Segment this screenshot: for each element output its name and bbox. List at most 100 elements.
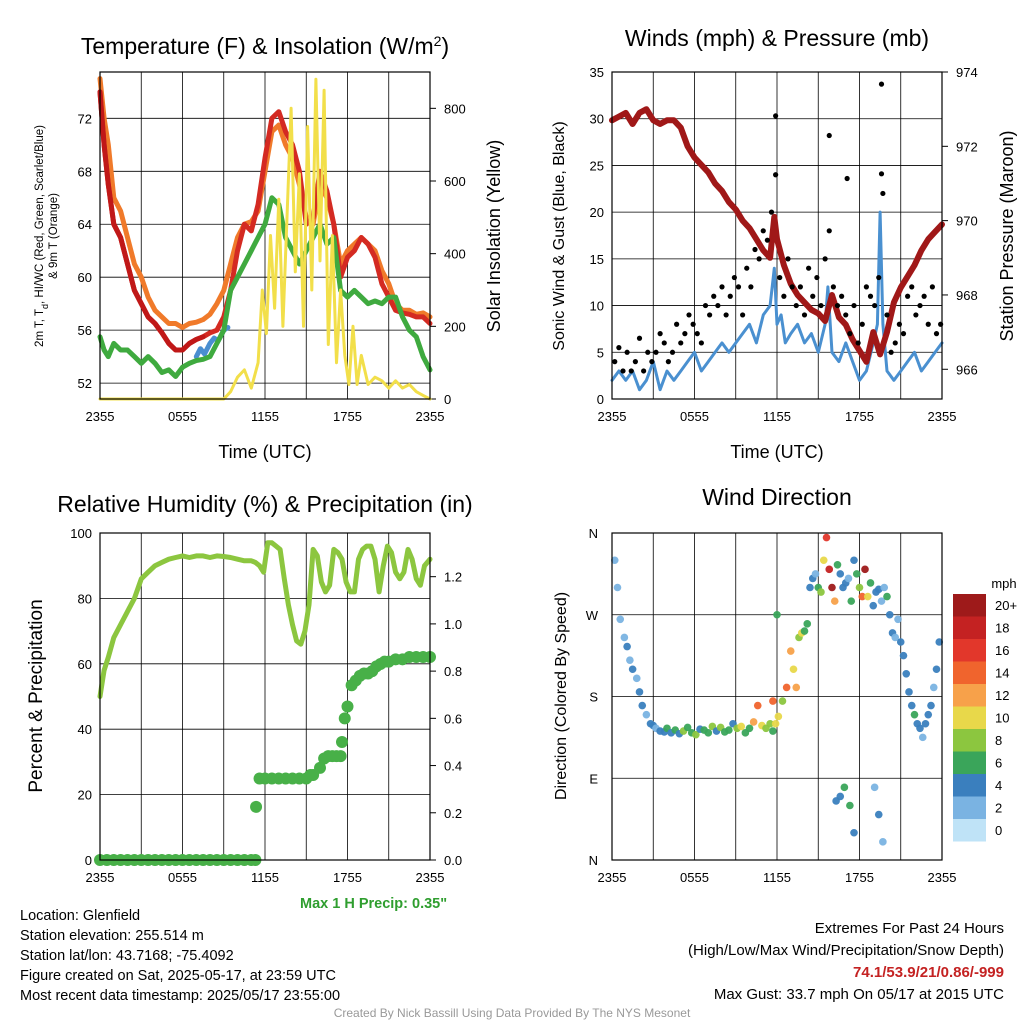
direction-point — [749, 718, 758, 726]
direction-point — [803, 620, 812, 628]
colorbar-swatch — [953, 616, 986, 639]
figure-created: Figure created on Sat, 2025-05-17, at 23… — [20, 968, 336, 984]
y2-tick-label: 968 — [956, 288, 978, 303]
x-axis-label: Time (UTC) — [218, 442, 311, 462]
x-tick-label: 2355 — [416, 870, 445, 885]
direction-point — [769, 697, 777, 705]
gust-point — [863, 284, 869, 290]
direction-point — [774, 712, 783, 721]
direction-point — [620, 633, 629, 642]
direction-point — [786, 647, 795, 655]
gust-point — [859, 321, 865, 327]
x-tick-label: 0555 — [680, 870, 709, 885]
y2-tick-label: 972 — [956, 139, 978, 154]
y-tick-label: E — [589, 771, 598, 786]
gust-point — [878, 81, 885, 87]
x-axis-label: Time (UTC) — [730, 442, 823, 462]
direction-point — [885, 610, 894, 619]
y-tick-label: 68 — [78, 164, 92, 179]
gust-point — [785, 256, 791, 262]
direction-point — [766, 719, 774, 728]
gust-point — [878, 171, 885, 177]
y-axis-label: 2m T, Td, HI/WC (Red, Green, Scarlet/Blu… — [34, 125, 50, 347]
y-tick-label: W — [586, 608, 599, 623]
gust-point — [752, 246, 758, 253]
x-tick-label: 2355 — [598, 870, 627, 885]
gust-point — [723, 312, 729, 318]
colorbar-swatch — [953, 819, 986, 842]
direction-point — [683, 723, 692, 732]
direction-point — [626, 656, 634, 664]
colorbar-label: 6 — [995, 756, 1002, 771]
y2-tick-label: 966 — [956, 362, 978, 377]
direction-point — [692, 730, 700, 739]
gust-point — [917, 302, 923, 309]
gust-point — [810, 293, 816, 299]
direction-point — [704, 729, 713, 737]
direction-point — [883, 592, 891, 601]
precip-point — [336, 735, 348, 748]
colorbar-label: 16 — [995, 643, 1009, 658]
direction-point — [861, 565, 869, 574]
direction-point — [623, 642, 631, 651]
gust-point — [744, 265, 750, 271]
gust-point — [843, 312, 849, 318]
direction-point — [840, 783, 849, 792]
series-sonic-wind — [610, 210, 944, 392]
x-tick-label: 0555 — [168, 870, 197, 885]
direction-point — [932, 665, 941, 674]
x-tick-label: 2355 — [86, 409, 115, 424]
direction-point — [902, 669, 911, 678]
direction-point — [855, 583, 864, 592]
y2-tick-label: 0.0 — [444, 853, 462, 868]
y2-tick-label: 974 — [956, 65, 978, 80]
y2-tick-label: 970 — [956, 214, 978, 229]
gust-point — [756, 256, 762, 262]
x-tick-label: 1755 — [845, 409, 874, 424]
colorbar-label: 20+ — [995, 598, 1017, 613]
gust-point — [801, 312, 808, 318]
gust-point — [657, 331, 663, 337]
colorbar-label: 14 — [995, 666, 1009, 681]
direction-point — [806, 583, 814, 592]
y2-tick-label: 0 — [444, 392, 451, 407]
direction-point — [782, 683, 791, 692]
gust-point — [649, 359, 655, 365]
gust-point — [620, 368, 626, 374]
gust-point — [715, 302, 721, 309]
x-tick-label: 1155 — [763, 870, 791, 885]
gust-point — [793, 302, 799, 309]
gust-point — [711, 293, 717, 299]
direction-point — [822, 533, 831, 542]
gust-point — [727, 293, 733, 299]
y-tick-label: 5 — [597, 345, 604, 360]
gust-point — [929, 284, 935, 290]
gust-point — [826, 132, 832, 139]
direction-point — [910, 710, 919, 719]
y2-tick-label: 200 — [444, 319, 466, 334]
y2-tick-label: 0.2 — [444, 806, 462, 821]
direction-point — [880, 583, 889, 592]
y-tick-label: 15 — [590, 252, 604, 267]
gust-point — [818, 302, 824, 309]
direction-point — [924, 710, 933, 719]
gust-point — [797, 284, 803, 290]
gust-point — [665, 359, 671, 365]
gust-point — [781, 293, 787, 299]
plot-frame — [611, 532, 943, 861]
direction-point — [771, 719, 780, 728]
colorbar-label: 8 — [995, 733, 1002, 748]
y-tick-label: N — [589, 526, 598, 541]
gust-point — [764, 237, 770, 243]
direction-point — [825, 565, 834, 574]
station-location: Location: Glenfield — [20, 908, 141, 924]
gust-point — [872, 302, 878, 309]
series-2m-td — [97, 195, 433, 379]
extremes-subtitle: (High/Low/Max Wind/Precipitation/Snow De… — [688, 942, 1004, 959]
colorbar-label: 18 — [995, 621, 1009, 636]
direction-point — [792, 683, 801, 692]
direction-point — [918, 733, 927, 742]
direction-point — [737, 722, 746, 731]
direction-point — [869, 601, 878, 610]
